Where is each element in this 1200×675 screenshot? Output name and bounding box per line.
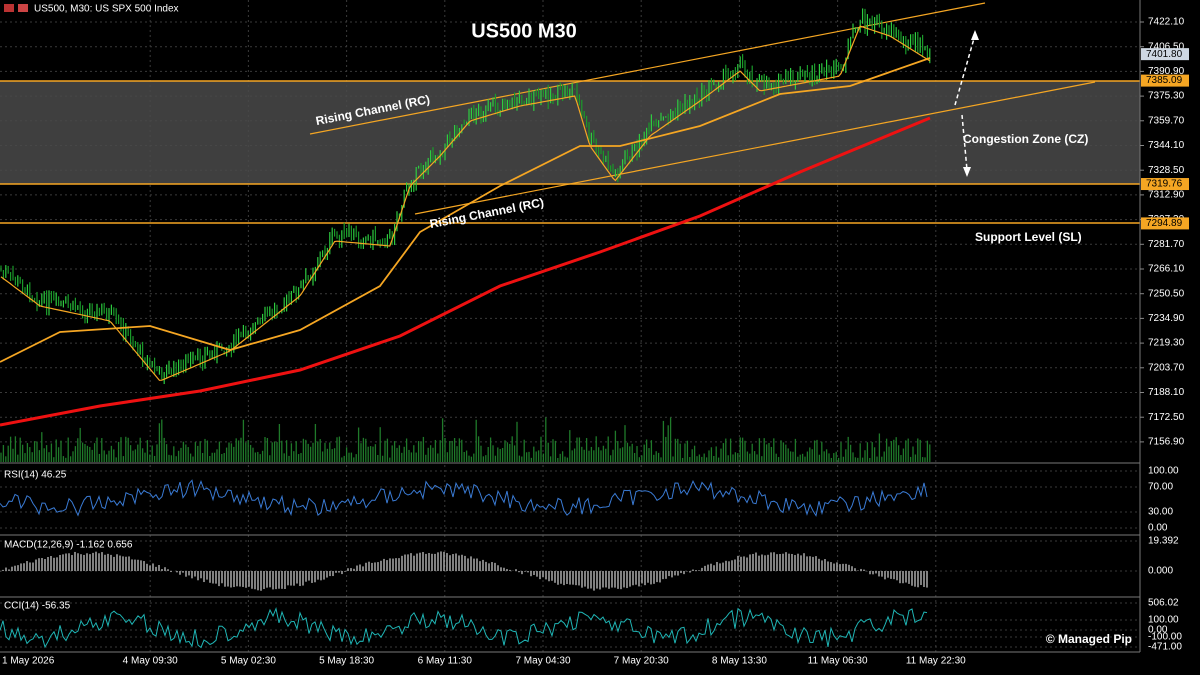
- price-tag: [1141, 217, 1189, 230]
- time-label: 7 May 20:30: [614, 656, 669, 667]
- price-tag: [1141, 48, 1189, 61]
- arrow-up: [954, 34, 976, 106]
- indicator-tick-label: -100.00: [1148, 632, 1182, 643]
- indicator-tick-label: 19.392: [1148, 536, 1179, 547]
- time-label: 5 May 18:30: [319, 656, 374, 667]
- price-tick-label: 7328.50: [1148, 165, 1185, 176]
- indicator-tick-label: 100.00: [1148, 466, 1179, 477]
- price-tick-label: 7344.10: [1148, 140, 1185, 151]
- time-label: 5 May 02:30: [221, 656, 276, 667]
- price-tick-label: 7188.10: [1148, 387, 1185, 398]
- time-label: 11 May 22:30: [906, 656, 966, 667]
- time-label: 4 May 09:30: [123, 656, 178, 667]
- ma-medium: [0, 57, 931, 363]
- price-tick-label: 7234.90: [1148, 313, 1185, 324]
- indicator-tick-label: 30.00: [1148, 507, 1173, 518]
- volume-bars: [0, 417, 931, 462]
- price-tick-label: 7406.50: [1148, 41, 1185, 52]
- indicator-line: [0, 607, 928, 649]
- time-label: 11 May 06:30: [808, 656, 868, 667]
- flag-icon: [4, 4, 14, 12]
- annotation: Congestion Zone (CZ): [963, 132, 1088, 146]
- price-tag: [1141, 178, 1189, 191]
- time-label: 7 May 04:30: [515, 656, 570, 667]
- price-tag-label: 7401.80: [1146, 49, 1183, 60]
- indicator-tick-label: 70.00: [1148, 482, 1173, 493]
- indicator-lines: [0, 479, 928, 649]
- price-tick-label: 7219.30: [1148, 338, 1185, 349]
- price-tick-label: 7250.50: [1148, 288, 1185, 299]
- price-tick-label: 7281.70: [1148, 239, 1185, 250]
- indicator-line: [0, 479, 928, 517]
- channel-lower: [414, 81, 1096, 215]
- arrow-head: [963, 167, 971, 177]
- indicator-tick-label: 0.00: [1148, 625, 1168, 636]
- grid: [0, 0, 1140, 652]
- price-tick-label: 7359.70: [1148, 115, 1185, 126]
- ma-slow: [0, 116, 931, 427]
- indicator-tick-label: -471.00: [1148, 642, 1182, 653]
- chart-icon: [18, 4, 28, 12]
- price-tag-label: 7294.89: [1146, 218, 1183, 229]
- price-tag-label: 7319.76: [1146, 179, 1183, 190]
- indicator-tick-label: 100.00: [1148, 615, 1179, 626]
- chart-title: US500 M30: [471, 20, 577, 42]
- arrow-down: [961, 114, 968, 171]
- price-tick-label: 7422.10: [1148, 17, 1185, 28]
- price-tick-label: 7312.90: [1148, 190, 1185, 201]
- time-label: 8 May 13:30: [712, 656, 767, 667]
- indicator-tick-label: 506.02: [1148, 598, 1179, 609]
- indicator-label: MACD(12,26,9) -1.162 0.656: [4, 540, 133, 551]
- symbol-label: US500, M30: US SPX 500 Index: [34, 4, 179, 15]
- time-label: 6 May 11:30: [418, 656, 473, 667]
- price-tick-label: 7375.30: [1148, 91, 1185, 102]
- price-tick-label: 7203.70: [1148, 362, 1185, 373]
- indicator-label: CCI(14) -56.35: [4, 601, 71, 612]
- price-tag: [1141, 74, 1189, 87]
- watermark: © Managed Pip: [1046, 632, 1132, 646]
- indicator-tick-label: 0.000: [1148, 566, 1173, 577]
- price-tick-label: 7156.90: [1148, 437, 1185, 448]
- price-tick-label: 7266.10: [1148, 264, 1185, 275]
- indicator-tick-label: 0.00: [1148, 523, 1168, 534]
- ma-fast: [0, 25, 931, 381]
- time-label: 1 May 2026: [2, 656, 55, 667]
- arrow-head: [971, 30, 979, 40]
- indicator-label: RSI(14) 46.25: [4, 470, 67, 481]
- price-tick-label: 7172.50: [1148, 412, 1185, 423]
- annotation: Support Level (SL): [975, 230, 1082, 244]
- price-tag-label: 7385.09: [1146, 75, 1183, 86]
- price-tick-label: 7390.90: [1148, 66, 1185, 77]
